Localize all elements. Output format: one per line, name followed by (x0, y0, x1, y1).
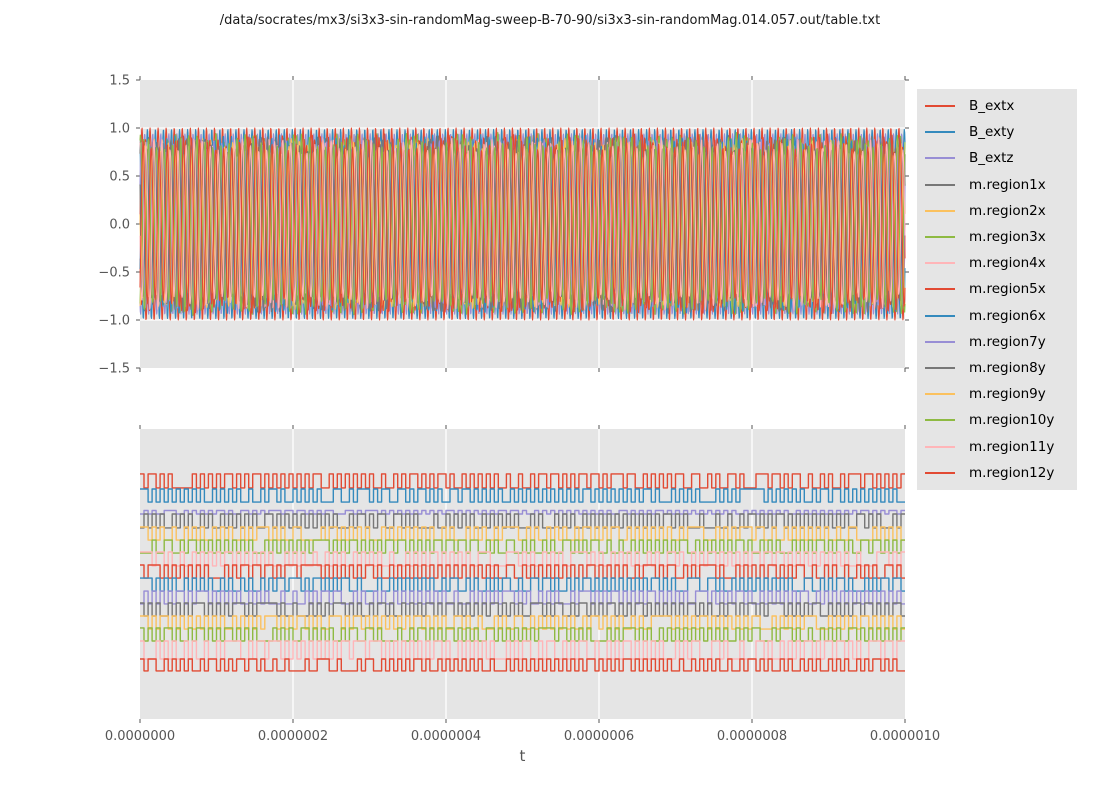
series-bottom-B_extz (140, 509, 905, 515)
x-tick-label: 0.0000010 (870, 729, 940, 744)
series-top-m.region11y (139, 136, 906, 312)
legend-line-swatch (925, 236, 955, 239)
legend-line-swatch (925, 314, 955, 317)
x-tick-label: 0.0000008 (717, 729, 787, 744)
y-tick-label: 1.5 (109, 74, 130, 89)
legend-entry: m.region12y (925, 461, 1077, 485)
legend-label: B_extx (969, 98, 1015, 115)
x-axis-label: t (519, 747, 526, 765)
legend-line-swatch (925, 157, 955, 160)
x-tick-label: 0.0000000 (105, 729, 175, 744)
legend-label: m.region4x (969, 255, 1046, 272)
legend-entry: m.region1x (925, 173, 1077, 197)
legend-label: m.region3x (969, 229, 1046, 246)
legend-label: m.region11y (969, 438, 1055, 455)
legend-line-swatch (925, 393, 955, 396)
legend-entry: m.region4x (925, 251, 1077, 275)
legend-label: m.region6x (969, 307, 1046, 324)
y-tick-label: 0.5 (109, 170, 130, 185)
legend-line-swatch (925, 366, 955, 369)
legend-line-swatch (925, 471, 955, 474)
x-tick-label: 0.0000004 (411, 729, 481, 744)
legend-label: m.region8y (969, 359, 1046, 376)
legend-entry: m.region10y (925, 408, 1077, 432)
legend-line-swatch (925, 340, 955, 343)
legend-label: m.region2x (969, 202, 1046, 219)
legend-line-swatch (925, 105, 955, 108)
legend-entry: m.region3x (925, 225, 1077, 249)
legend-entry: m.region11y (925, 435, 1077, 459)
series-bottom-m.region5x (140, 564, 905, 579)
legend-label: m.region10y (969, 412, 1055, 429)
legend-label: B_extz (969, 150, 1014, 167)
figure-title: /data/socrates/mx3/si3x3-sin-randomMag-s… (219, 13, 881, 28)
y-tick-label: −1.5 (98, 362, 130, 377)
series-bottom-B_exty (140, 488, 905, 503)
legend-label: m.region12y (969, 464, 1055, 481)
legend-line-swatch (925, 209, 955, 212)
legend-line-swatch (925, 262, 955, 265)
y-tick-label: 0.0 (109, 218, 130, 233)
series-bottom-m.region3x (140, 539, 905, 554)
legend-line-swatch (925, 131, 955, 134)
series-top-m.region12y (139, 133, 906, 315)
y-tick-label: −1.0 (98, 314, 130, 329)
legend-entry: m.region5x (925, 277, 1077, 301)
legend-entry: m.region8y (925, 356, 1077, 380)
legend-entry: m.region2x (925, 199, 1077, 223)
series-bottom-m.region10y (140, 627, 905, 642)
legend-entry: m.region7y (925, 330, 1077, 354)
legend-label: m.region7y (969, 333, 1046, 350)
legend-entry: m.region6x (925, 304, 1077, 328)
legend-label: m.region9y (969, 386, 1046, 403)
series-bottom-m.region8y (140, 602, 905, 617)
series-bottom-m.region7y (140, 590, 905, 605)
series-bottom-m.region12y (140, 658, 905, 672)
legend-line-swatch (925, 419, 955, 422)
y-tick-label: 1.0 (109, 122, 130, 137)
legend-box: B_extx B_exty B_extz m.region1x m.region2x m.… (917, 89, 1077, 490)
series-bottom-m.region1x (140, 513, 905, 529)
x-tick-label: 0.0000002 (258, 729, 328, 744)
series-bottom-m.region6x (140, 577, 905, 592)
legend-line-swatch (925, 288, 955, 291)
legend-label: m.region1x (969, 176, 1046, 193)
legend-label: B_exty (969, 124, 1015, 141)
series-bottom-B_extx (140, 473, 905, 489)
legend-line-swatch (925, 183, 955, 186)
x-tick-label: 0.0000006 (564, 729, 634, 744)
legend-label: m.region5x (969, 281, 1046, 298)
legend-entry: B_extx (925, 94, 1077, 118)
legend-line-swatch (925, 445, 955, 448)
series-bottom-m.region11y (140, 640, 905, 660)
series-top-m.region10y (139, 132, 906, 316)
legend-entry: B_exty (925, 120, 1077, 144)
legend-entry: B_extz (925, 146, 1077, 170)
y-tick-label: −0.5 (98, 266, 130, 281)
legend-entry: m.region9y (925, 382, 1077, 406)
